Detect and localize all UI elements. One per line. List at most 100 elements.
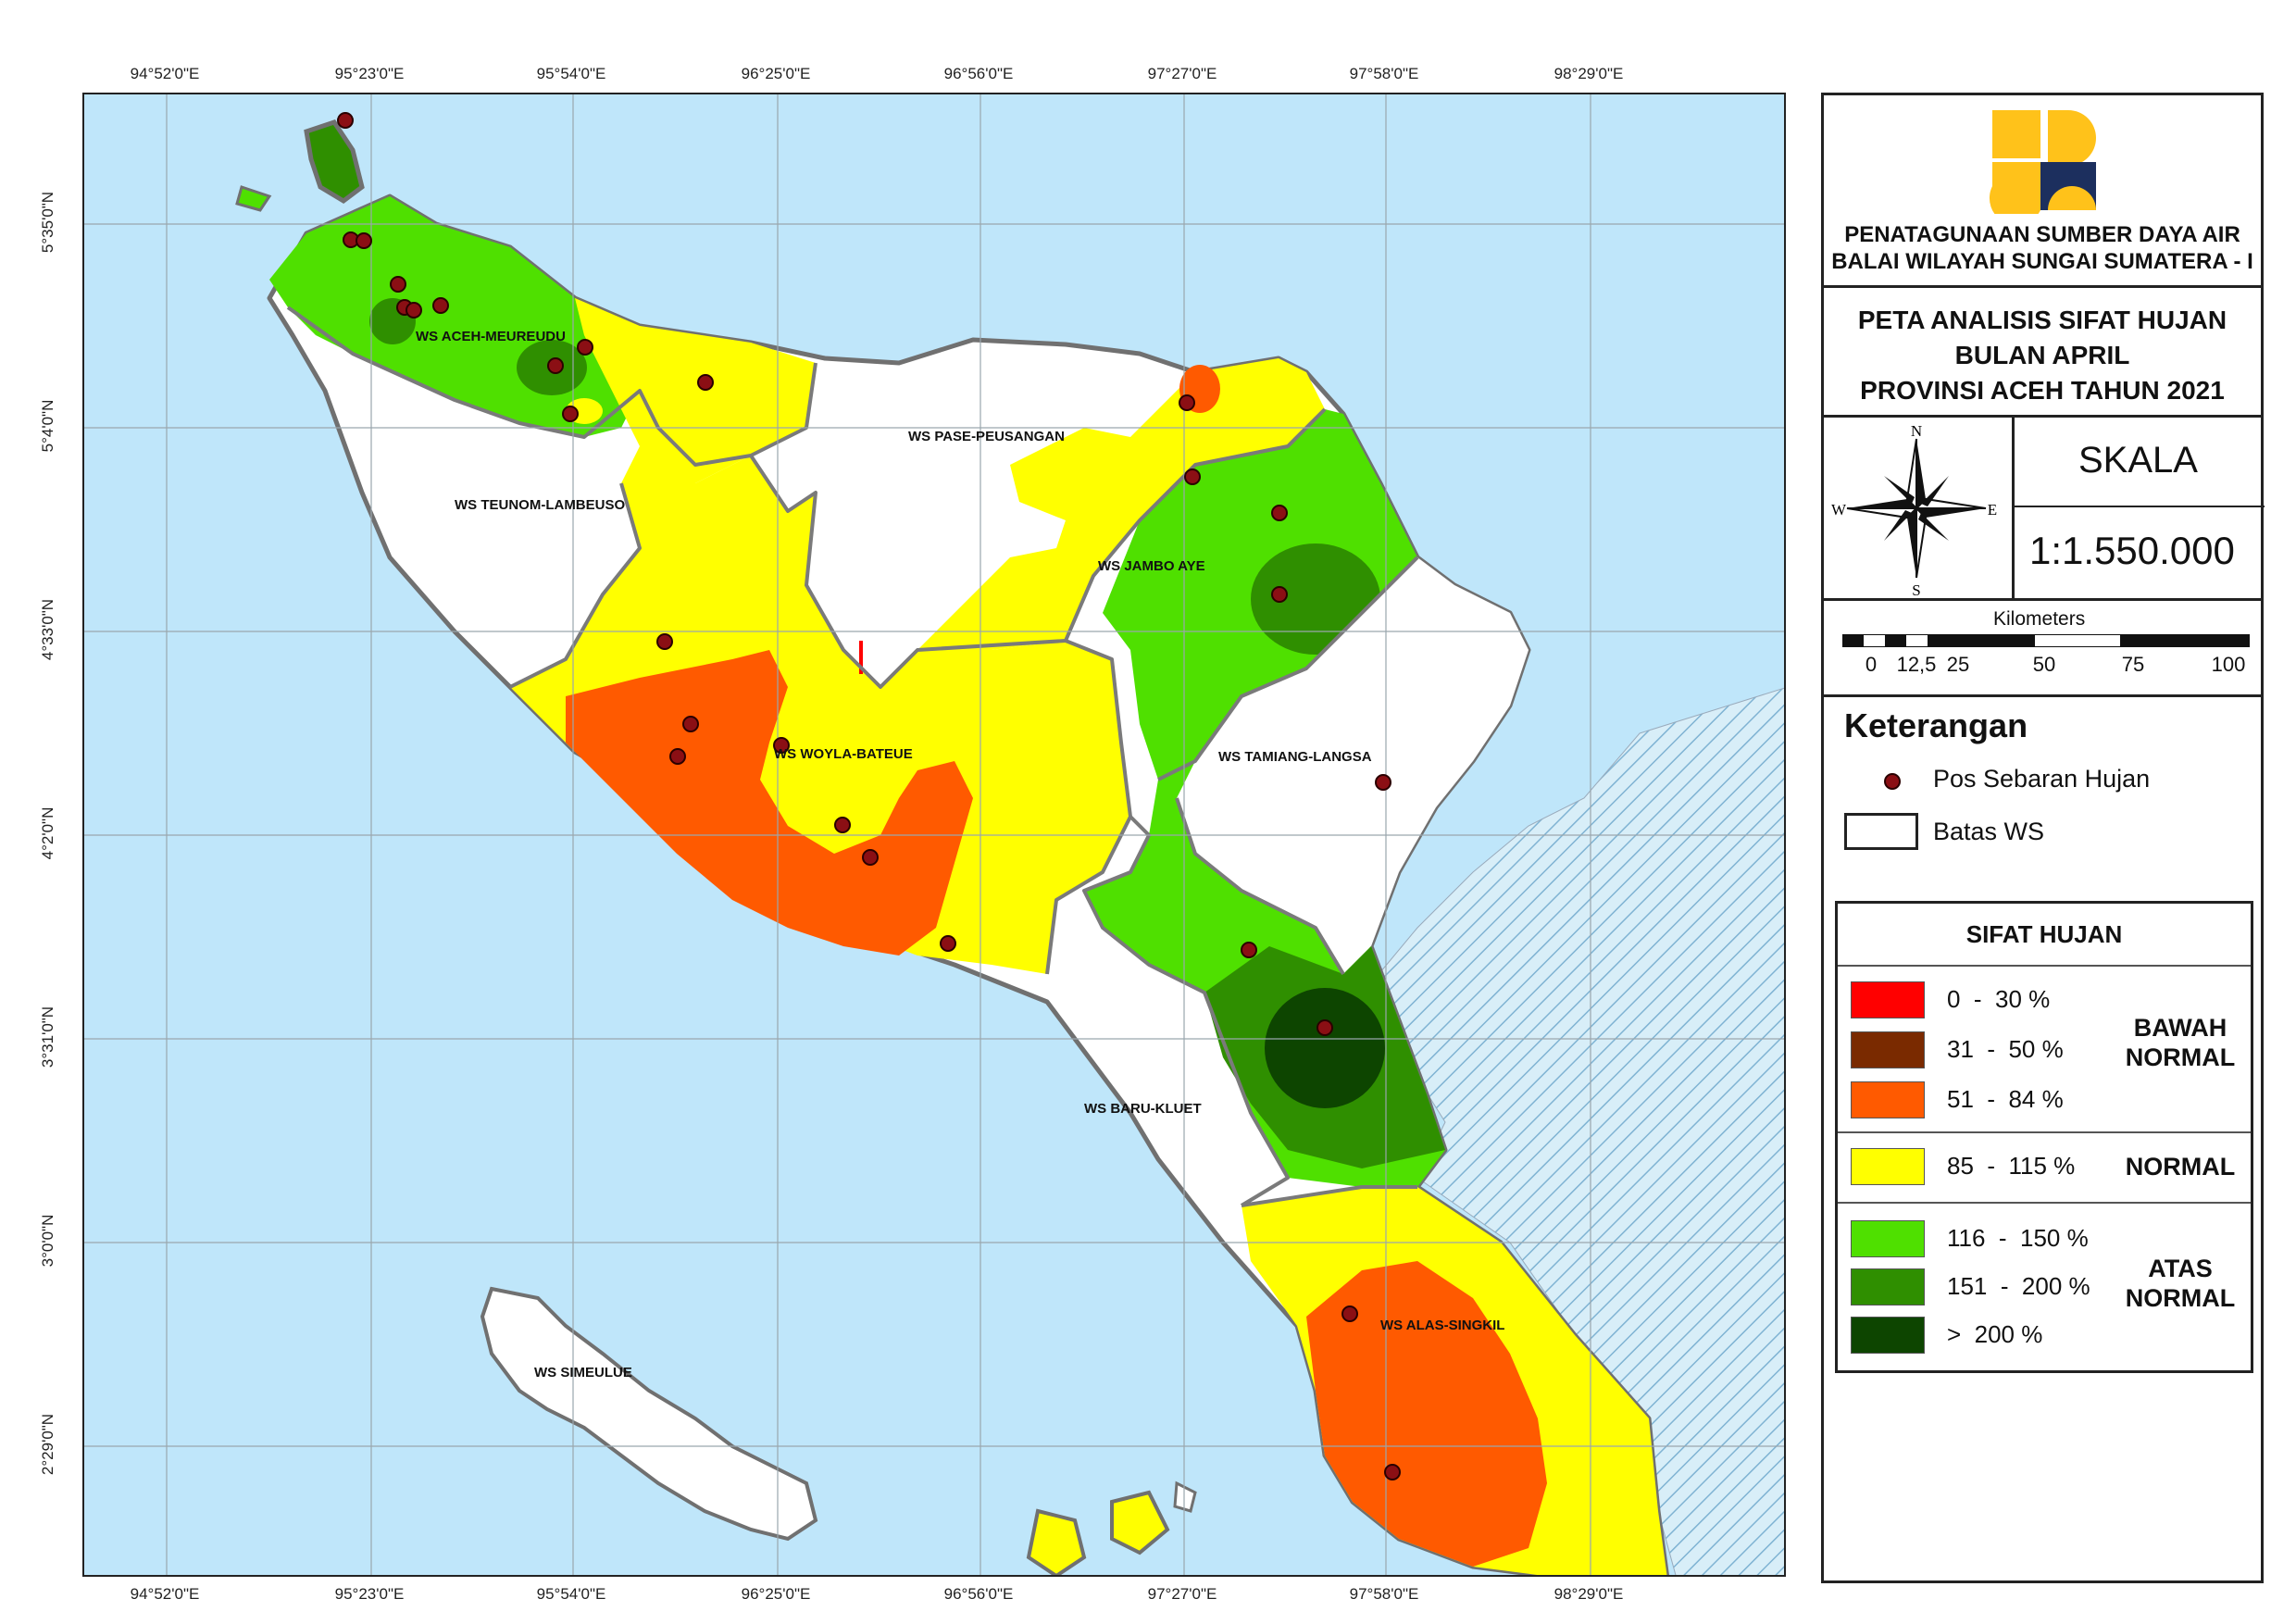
divider [2012,418,2015,598]
island-weh [304,119,365,205]
ws-label-jambo-aye: WS JAMBO AYE [1098,558,1205,574]
ws-label-aceh-meureudu: WS ACEH-MEUREUDU [416,329,566,344]
divider [1838,1202,2251,1204]
sifat-title: SIFAT HUJAN [1965,920,2123,948]
lon-label: 98°29'0"E [1554,65,1624,82]
compass-n: N [1911,422,1922,440]
station-marker [862,849,879,866]
station-marker [432,297,449,314]
title-section: PETA ANALISIS SIFAT HUJAN BULAN APRIL PR… [1824,288,2261,418]
station-marker [669,748,686,765]
station-marker [356,232,372,249]
map-title-line3: PROVINSI ACEH TAHUN 2021 [1860,376,2225,405]
island-banyak [1026,1508,1087,1575]
ws-label-baru-kluet: WS BARU-KLUET [1084,1101,1202,1117]
station-marker [682,716,699,732]
legend-title: Keterangan [1844,706,2028,744]
divider [1838,1131,2251,1133]
lon-label: 95°54'0"E [536,65,606,82]
scale-bar-section: Kilometers 0 12,5 25 50 75 100 [1824,601,2261,697]
zone-orange-singkil [1306,1261,1547,1567]
ws-label-pase-peusangan: WS PASE-PEUSANGAN [908,429,1065,444]
scale-tick: 100 [2211,653,2246,676]
island-small [235,185,272,212]
ws-label-simeulue: WS SIMEULUE [534,1365,632,1380]
group-bawah-normal: BAWAH NORMAL [2115,1013,2245,1072]
class-label: 151 - 200 % [1947,1272,2090,1300]
station-markers [337,112,1401,1480]
scale-tick: 75 [2121,653,2145,676]
scale-ratio: 1:1.550.000 [2029,529,2235,572]
lat-label: 5°4'0"N [39,399,56,453]
pu-logo-icon [1989,110,2096,214]
lon-label: 96°56'0"E [943,65,1014,82]
swatch-31-50 [1851,1031,1925,1068]
ws-label-alas-singkil: WS ALAS-SINGKIL [1380,1318,1504,1333]
station-marker [577,339,593,356]
station-marker [1271,586,1288,603]
graticule [84,94,1784,1575]
swatch-85-115 [1851,1148,1925,1185]
region-jambo-aye-yellow [917,358,1325,650]
class-label: 51 - 84 % [1947,1085,2064,1113]
ws-label-teunom-lambeuso: WS TEUNOM-LAMBEUSO [455,497,625,513]
scale-tick: 50 [2032,653,2056,676]
station-marker [656,633,673,650]
zone-very-dark-green [1265,988,1385,1108]
lat-label: 5°35'0"N [39,191,56,254]
group-label-line: BAWAH [2133,1014,2227,1042]
island-simeulue [480,1286,818,1542]
lat-label: 4°33'0"N [39,598,56,661]
scale-units: Kilometers [1993,608,2086,630]
lon-label: 94°52'0"E [130,65,200,82]
sifat-hujan-legend: SIFAT HUJAN 0 - 30 % 31 - 50 % 51 - 84 %… [1835,901,2253,1373]
station-marker [1384,1464,1401,1480]
region-woyla-bateue-yellow [510,456,1130,974]
header-section: PENATAGUNAAN SUMBER DAYA AIR BALAI WILAY… [1824,95,2261,288]
group-label-line: NORMAL [2125,1043,2236,1071]
station-marker [337,112,354,129]
divider [1838,965,2251,967]
map-canvas: WS ACEH-MEUREUDU WS PASE-PEUSANGAN WS TE… [84,94,1784,1575]
station-marker [1375,774,1391,791]
station-marker [1184,468,1201,485]
station-marker [1241,942,1257,958]
swatch-116-150 [1851,1220,1925,1257]
scale-tick: 12,5 [1896,653,1937,676]
scale-bar [1842,634,2250,647]
class-label: 116 - 150 % [1947,1224,2089,1252]
lon-label: 97°58'0"E [1349,65,1419,82]
map-title-line2: BULAN APRIL [1954,341,2130,369]
region-aceh-meureudu-yellow [575,298,816,483]
station-marker [390,276,406,293]
station-marker [562,406,579,422]
swatch-0-30 [1851,981,1925,1018]
station-marker [1179,394,1195,411]
lat-label: 3°31'0"N [39,1006,56,1068]
station-marker [697,374,714,391]
station-marker [773,737,790,754]
compass-scale-section: N S E W SKALA 1:1.550.000 [1824,418,2265,601]
zone-orange-woyla [566,650,973,956]
lon-label: 97°27'0"E [1147,1585,1217,1603]
lon-label: 98°29'0"E [1554,1585,1624,1603]
class-label: 31 - 50 % [1947,1035,2064,1063]
station-legend-label: Pos Sebaran Hujan [1933,765,2151,793]
legend-panel: PENATAGUNAAN SUMBER DAYA AIR BALAI WILAY… [1821,93,2265,1583]
lon-label: 94°52'0"E [130,1585,200,1603]
lat-label: 2°29'0"N [39,1413,56,1476]
scale-tick: 0 [1865,653,1878,676]
watershed-boundaries [286,306,1419,1207]
lon-label: 96°25'0"E [741,1585,811,1603]
boundary-legend-label: Batas WS [1933,818,2045,845]
swatch-151-200 [1851,1268,1925,1305]
lon-label: 97°58'0"E [1349,1585,1419,1603]
lon-label: 96°25'0"E [741,65,811,82]
org-name-line1: PENATAGUNAAN SUMBER DAYA AIR [1844,222,2240,247]
station-marker [406,302,422,319]
lat-label: 4°2'0"N [39,806,56,860]
swatch-51-84 [1851,1081,1925,1118]
station-marker [1271,505,1288,521]
compass-e: E [1988,501,1997,518]
station-marker [1316,1019,1333,1036]
